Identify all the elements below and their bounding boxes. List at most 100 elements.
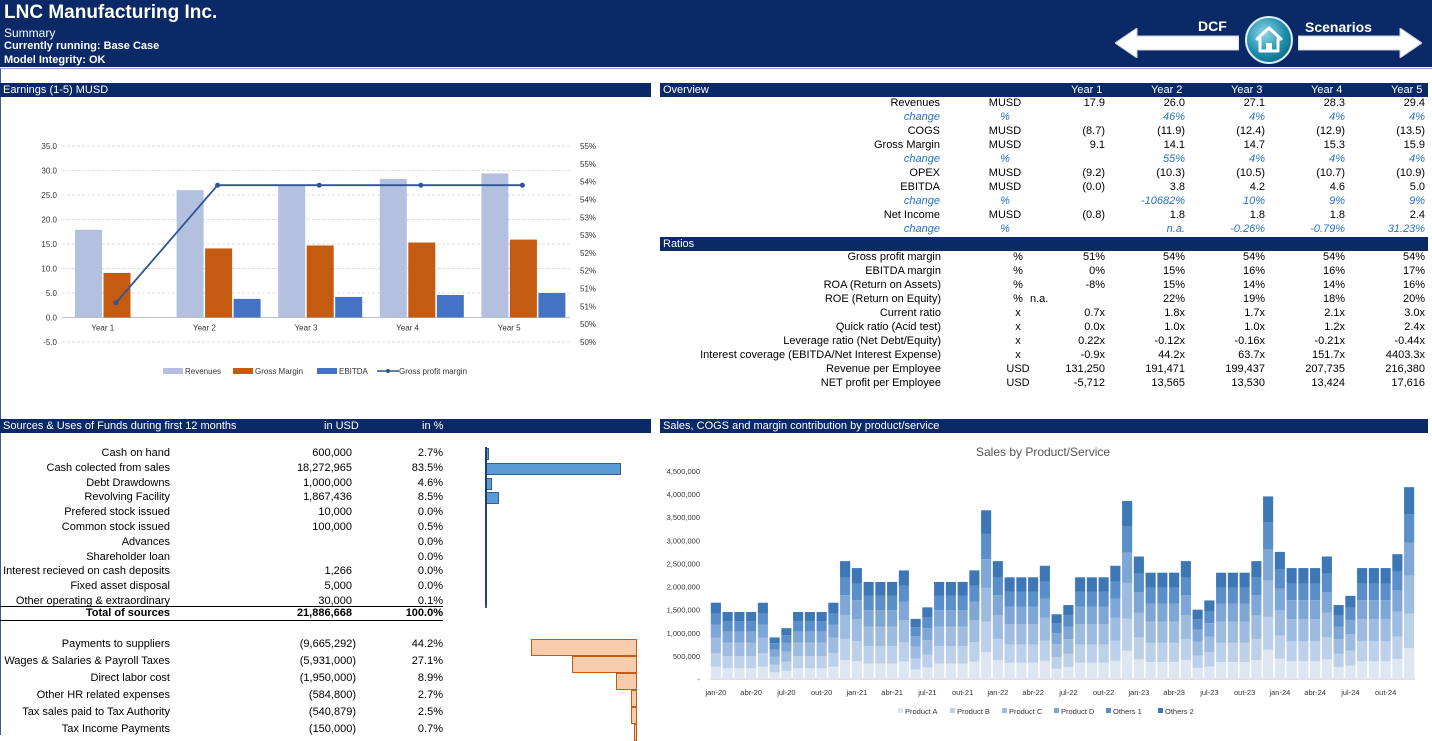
sales-bar-segment — [863, 595, 874, 611]
ratio-row-unit: % — [1013, 251, 1023, 263]
sales-bar-segment — [945, 581, 956, 596]
use-share-bar — [634, 724, 637, 741]
ratio-row-unit: USD — [1006, 363, 1030, 375]
sales-bar-segment — [840, 615, 851, 639]
x-tick-label: abr-21 — [881, 688, 903, 697]
home-button[interactable] — [1245, 16, 1293, 64]
source-row-pct: 0.0% — [417, 506, 443, 519]
sales-bar-segment — [887, 581, 898, 596]
overview-cell: n.a. — [1166, 223, 1185, 235]
source-row-label: Debt Drawdowns — [86, 476, 170, 489]
ratio-cell: 19% — [1242, 293, 1265, 305]
sales-bar-segment — [710, 624, 721, 638]
sales-bar-segment — [1169, 587, 1180, 604]
x-tick-label: out-23 — [1234, 688, 1255, 697]
sales-bar-segment — [793, 668, 804, 679]
sales-bar-segment — [1239, 661, 1250, 679]
sales-bar-segment — [1321, 573, 1332, 593]
ratio-cell: 14% — [1322, 279, 1345, 291]
sales-bar-segment — [898, 585, 909, 602]
sales-bar-segment — [1227, 661, 1238, 679]
ratio-cell: 0.7x — [1084, 307, 1105, 319]
ratio-cell: 13,565 — [1151, 377, 1185, 389]
overview-cell: 9% — [1329, 195, 1345, 207]
earnings-bar-revenues — [176, 190, 204, 318]
use-share-bar — [571, 656, 637, 673]
y-tick-label: 20.0 — [41, 216, 57, 225]
ratio-row-unit: x — [1015, 307, 1021, 319]
gross-profit-margin-point — [113, 300, 119, 306]
sales-bar-segment — [1368, 641, 1379, 662]
earnings-bar-ebitda — [335, 296, 363, 318]
sales-bar-segment — [1180, 660, 1191, 679]
sales-bar-segment — [1180, 561, 1191, 578]
y2-tick-label: 55% — [580, 160, 596, 169]
source-row-pct: 0.0% — [417, 535, 443, 548]
sales-bar-segment — [1086, 644, 1097, 663]
sales-bar-segment — [1192, 609, 1203, 620]
sales-bar-segment — [1016, 606, 1027, 625]
overview-cell: (10.5) — [1236, 167, 1265, 179]
ratio-cell: 54% — [1322, 251, 1345, 263]
sales-bar-segment — [710, 637, 721, 654]
sales-bar-segment — [1321, 659, 1332, 679]
sales-bar-segment — [781, 628, 792, 636]
sales-bar-segment — [898, 570, 909, 586]
dcf-button[interactable]: DCF — [1198, 18, 1227, 34]
sales-bar-segment — [1227, 603, 1238, 622]
sales-bar-segment — [1016, 662, 1027, 679]
legend-marker — [386, 369, 390, 373]
sales-bar-segment — [1274, 610, 1285, 636]
sales-bar-segment — [887, 626, 898, 646]
ratio-cell: 18% — [1322, 293, 1345, 305]
legend-swatch — [1106, 708, 1111, 713]
overview-cell: 9% — [1409, 195, 1425, 207]
scenarios-arrow-icon[interactable] — [1298, 28, 1422, 58]
y2-tick-label: 52% — [580, 249, 596, 258]
overview-cell: 14.7 — [1243, 139, 1265, 151]
source-row-pct: 0.0% — [417, 550, 443, 563]
overview-row-unit: MUSD — [988, 97, 1022, 109]
legend-swatch — [233, 368, 253, 374]
earnings-chart: -5.0 0.0 5.0 10.0 15.0 20.0 25.0 30.0 35.0 50% 50%… — [41, 142, 596, 376]
y2-tick-label: 53% — [580, 231, 596, 240]
sales-bar-segment — [1263, 496, 1274, 522]
dcf-arrow-icon[interactable] — [1115, 28, 1239, 58]
sales-bar-segment — [1192, 655, 1203, 668]
sales-bar-segment — [1298, 568, 1309, 584]
sales-bar-segment — [1004, 644, 1015, 663]
sales-bar-segment — [804, 621, 815, 632]
overview-row-unit: MUSD — [988, 209, 1022, 221]
sales-bar-segment — [1216, 642, 1227, 662]
sales-bar-segment — [1051, 668, 1062, 679]
home-icon — [1255, 26, 1283, 53]
sales-bar-segment — [1321, 612, 1332, 638]
sales-bar-segment — [887, 663, 898, 679]
sales-bar-segment — [875, 626, 886, 646]
x-tick-label: out-21 — [952, 688, 973, 697]
ratio-cell: 131,250 — [1065, 363, 1105, 375]
sales-bar-segment — [1333, 626, 1344, 640]
earnings-bar-ebitda — [538, 293, 566, 318]
sales-bar-segment — [1169, 661, 1180, 679]
sales-bar-segment — [1286, 568, 1297, 584]
ratio-cell: 22% — [1162, 293, 1185, 305]
sales-bar-segment — [1380, 661, 1391, 679]
overview-cell: 1.8 — [1169, 209, 1185, 221]
sales-bar-segment — [851, 661, 862, 679]
sales-bar-segment — [1028, 577, 1039, 592]
sales-bar-segment — [957, 595, 968, 611]
sales-bar-segment — [1216, 572, 1227, 588]
total-divider — [0, 606, 443, 607]
scenarios-button[interactable]: Scenarios — [1305, 19, 1372, 35]
sales-bar-segment — [1145, 587, 1156, 604]
sales-bar-segment — [1321, 592, 1332, 613]
x-tick-label: Year 2 — [193, 324, 216, 333]
sales-bar-segment — [1239, 621, 1250, 643]
source-row-pct: 2.7% — [417, 447, 443, 459]
x-tick-label: abr-24 — [1304, 688, 1326, 697]
sales-bar-segment — [816, 621, 827, 632]
overview-cell: (8.7) — [1082, 125, 1105, 137]
earnings-bar-gross-margin — [509, 239, 537, 318]
sales-bar-segment — [1286, 661, 1297, 679]
